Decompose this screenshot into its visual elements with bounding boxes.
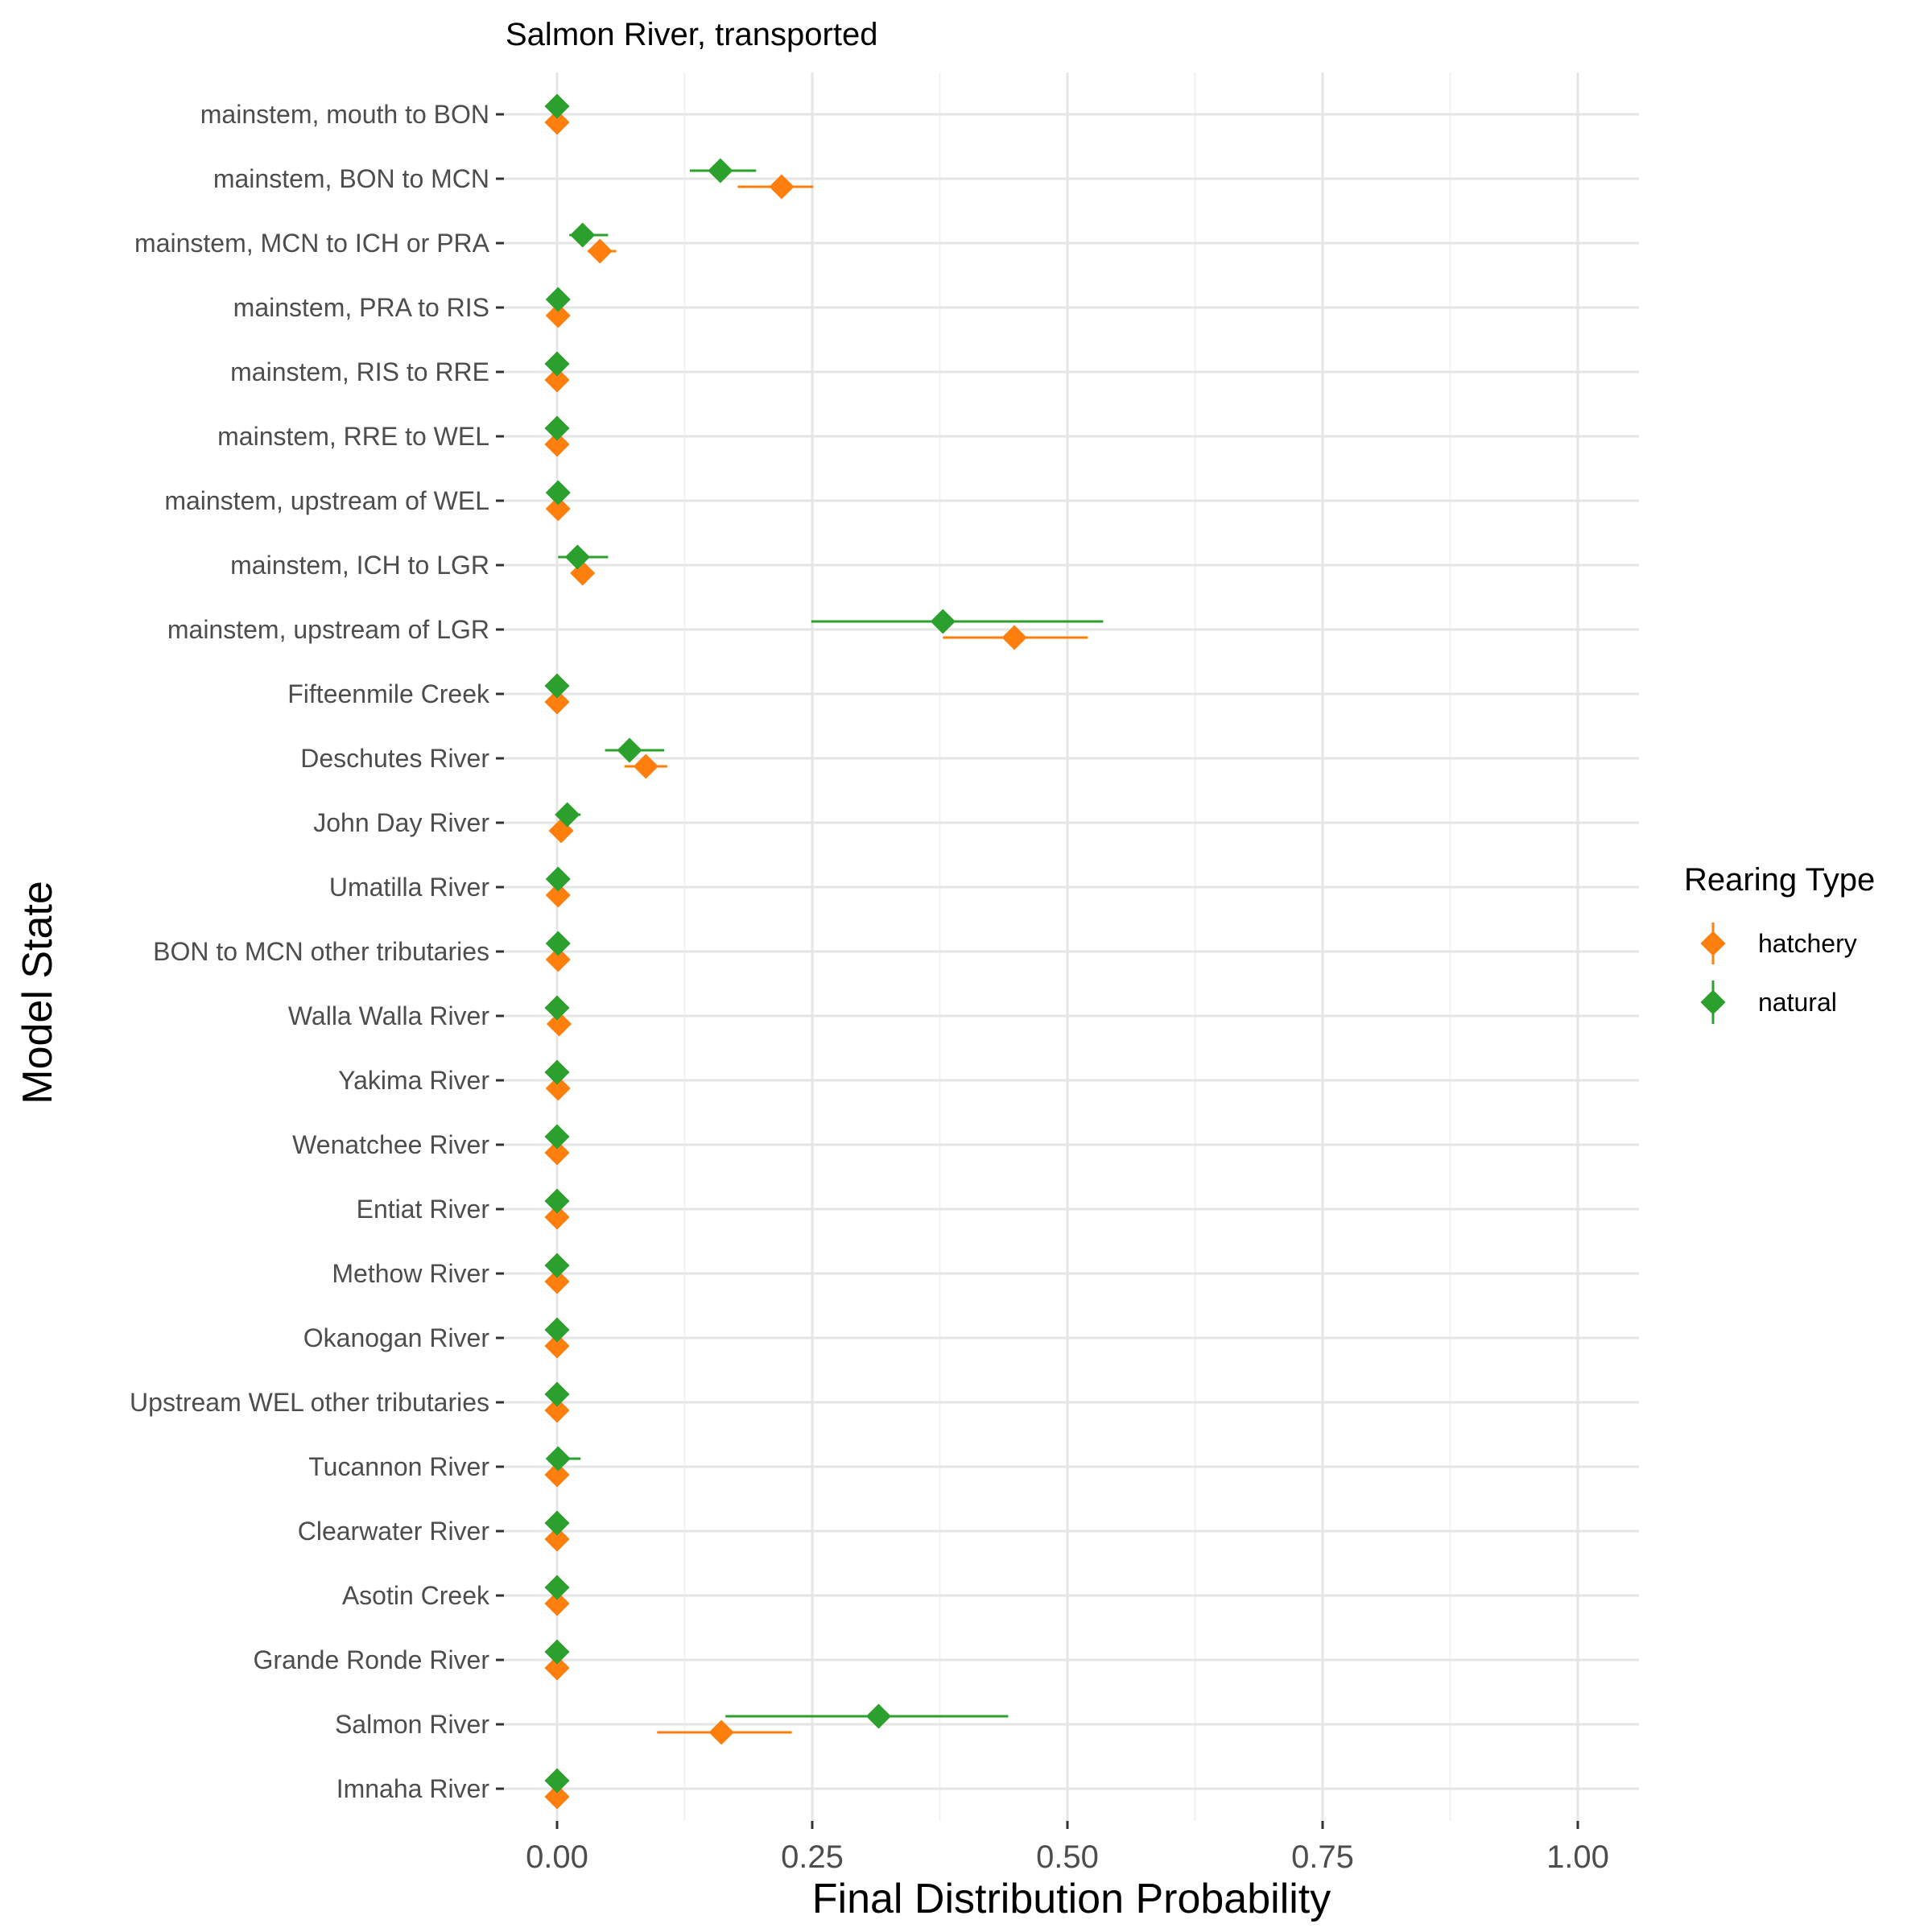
y-tick-label: Yakima River: [338, 1066, 489, 1095]
y-tick-label: Okanogan River: [303, 1323, 490, 1352]
grid: [504, 72, 1639, 1821]
y-tick-label: mainstem, RRE to WEL: [217, 422, 489, 451]
legend-item-natural: natural: [1700, 980, 1837, 1024]
y-tick-label: Deschutes River: [300, 744, 489, 773]
y-tick-label: mainstem, RIS to RRE: [230, 357, 489, 386]
y-tick-label: Grande Ronde River: [254, 1645, 490, 1674]
y-tick-label: Asotin Creek: [342, 1581, 490, 1610]
y-tick-label: Clearwater River: [298, 1517, 490, 1546]
point-hatchery: [587, 238, 613, 264]
y-axis-title: Model State: [14, 881, 61, 1104]
y-tick-label: Imnaha River: [336, 1774, 490, 1803]
y-tick-label: mainstem, mouth to BON: [200, 100, 489, 129]
legend-item-hatchery: hatchery: [1700, 923, 1857, 964]
point-hatchery: [544, 1784, 570, 1810]
y-tick-label: Fifteenmile Creek: [287, 679, 490, 708]
legend-key-natural-diamond: [1700, 989, 1726, 1015]
y-tick-label: mainstem, BON to MCN: [213, 164, 489, 193]
point-hatchery: [545, 303, 571, 328]
y-tick-label: Upstream WEL other tributaries: [130, 1388, 489, 1417]
legend-label-natural: natural: [1758, 988, 1837, 1017]
y-tick-label: mainstem, ICH to LGR: [230, 551, 489, 580]
y-tick-label: mainstem, upstream of LGR: [167, 615, 489, 644]
point-natural: [544, 351, 570, 377]
y-tick-label: Wenatchee River: [292, 1130, 489, 1159]
point-natural: [545, 287, 571, 312]
legend-label-hatchery: hatchery: [1758, 929, 1857, 958]
x-tick-label: 0.00: [526, 1839, 588, 1875]
y-tick-label: mainstem, upstream of WEL: [164, 486, 489, 515]
y-tick-label: Entiat River: [357, 1195, 490, 1224]
point-hatchery: [544, 367, 570, 393]
x-axis: 0.00 0.25 0.50 0.75 1.00: [526, 1821, 1609, 1875]
legend-title: Rearing Type: [1684, 862, 1875, 898]
legend: Rearing Type hatchery natural: [1684, 862, 1875, 1024]
x-tick-label: 0.75: [1291, 1839, 1354, 1875]
y-tick-label: Methow River: [332, 1259, 489, 1288]
point-natural: [865, 1703, 891, 1729]
legend-key-hatchery-diamond: [1700, 931, 1726, 956]
y-tick-label: BON to MCN other tributaries: [153, 937, 489, 966]
y-tick-label: mainstem, PRA to RIS: [233, 293, 489, 322]
x-tick-label: 0.50: [1036, 1839, 1099, 1875]
y-axis: mainstem, mouth to BON mainstem, BON to M…: [130, 100, 504, 1803]
chart-title: Salmon River, transported: [506, 17, 877, 52]
x-tick-label: 0.25: [781, 1839, 844, 1875]
x-axis-title: Final Distribution Probability: [812, 1876, 1331, 1922]
y-tick-label: John Day River: [313, 808, 489, 837]
x-tick-label: 1.00: [1546, 1839, 1609, 1875]
y-tick-label: Walla Walla River: [288, 1001, 489, 1030]
y-tick-label: Umatilla River: [329, 873, 489, 902]
y-tick-label: mainstem, MCN to ICH or PRA: [134, 229, 490, 258]
y-tick-label: Salmon River: [335, 1710, 489, 1739]
y-tick-label: Tucannon River: [308, 1452, 489, 1481]
point-natural: [570, 222, 596, 248]
point-hatchery: [544, 1655, 570, 1681]
point-natural: [544, 1768, 570, 1794]
point-hatchery: [708, 1719, 734, 1745]
